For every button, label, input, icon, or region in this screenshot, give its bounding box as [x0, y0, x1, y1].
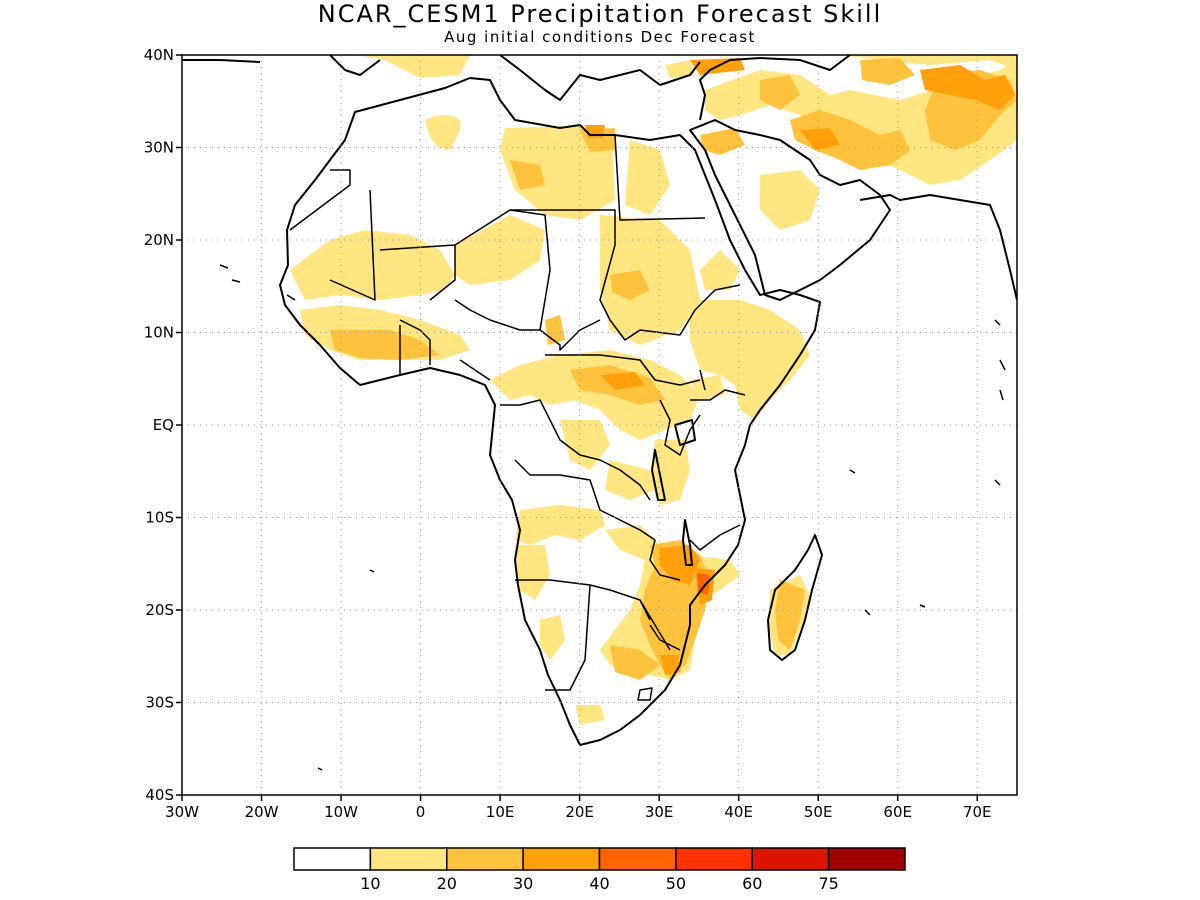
skill-shading — [290, 55, 1017, 725]
skill-band-10-20 — [290, 55, 1017, 725]
lake-tanganyika — [651, 449, 666, 501]
lon-tick-label: 70E — [963, 803, 992, 821]
colorbar-label: 40 — [589, 874, 609, 893]
lon-tick-label: 0 — [416, 803, 426, 821]
colorbar-swatch — [369, 847, 448, 871]
colorbar-label: 10 — [360, 874, 380, 893]
country-borders — [289, 134, 746, 691]
arabia-coastline — [689, 119, 891, 301]
lake-victoria — [674, 419, 696, 446]
lon-tick-label: 10W — [324, 803, 358, 821]
lake-malawi — [682, 519, 693, 566]
colorbar-swatch — [293, 847, 372, 871]
colorbar-swatch — [446, 847, 524, 871]
lon-tick-label: 40E — [724, 803, 753, 821]
colorbar-swatch — [675, 847, 753, 871]
lon-tick-label: 10E — [486, 803, 515, 821]
lon-tick-label: 50E — [804, 803, 833, 821]
map-title: NCAR_CESM1 Precipitation Forecast Skill — [317, 0, 883, 28]
islands — [219, 264, 1006, 771]
lat-tick-label: 10N — [144, 324, 174, 342]
map-subtitle: Aug initial conditions Dec Forecast — [444, 28, 756, 46]
lon-tick-label: 30W — [165, 803, 199, 821]
africa-coastline — [279, 77, 821, 746]
colorbar-swatch — [598, 847, 677, 871]
lat-tick-label: 40N — [144, 46, 174, 64]
lat-tick-label: EQ — [153, 416, 174, 434]
madagascar — [767, 534, 823, 661]
colorbar-swatch — [522, 847, 601, 871]
lat-tick-label: 40S — [145, 786, 174, 804]
colorbar-swatch — [827, 847, 906, 871]
lat-tick-label: 20N — [144, 231, 174, 249]
lon-tick-label: 20E — [565, 803, 594, 821]
skill-band-40-50 — [697, 573, 710, 595]
colorbar: 10 20 30 40 50 60 75 — [293, 847, 906, 893]
lon-tick-label: 30E — [645, 803, 674, 821]
lat-tick-label: 10S — [145, 509, 174, 527]
colorbar-label: 50 — [666, 874, 686, 893]
europe-coastline — [182, 55, 701, 101]
lon-tick-label: 60E — [883, 803, 912, 821]
colorbar-label: 30 — [513, 874, 533, 893]
colorbar-label: 60 — [742, 874, 762, 893]
coastline-borders — [182, 55, 1017, 771]
lat-tick-label: 30N — [144, 139, 174, 157]
lon-tick-label: 20W — [245, 803, 279, 821]
lat-tick-label: 30S — [145, 694, 174, 712]
colorbar-label: 75 — [818, 874, 838, 893]
colorbar-swatch — [751, 847, 830, 871]
asia-coastline — [699, 55, 1017, 301]
colorbar-label: 20 — [437, 874, 457, 893]
lat-tick-label: 20S — [145, 601, 174, 619]
